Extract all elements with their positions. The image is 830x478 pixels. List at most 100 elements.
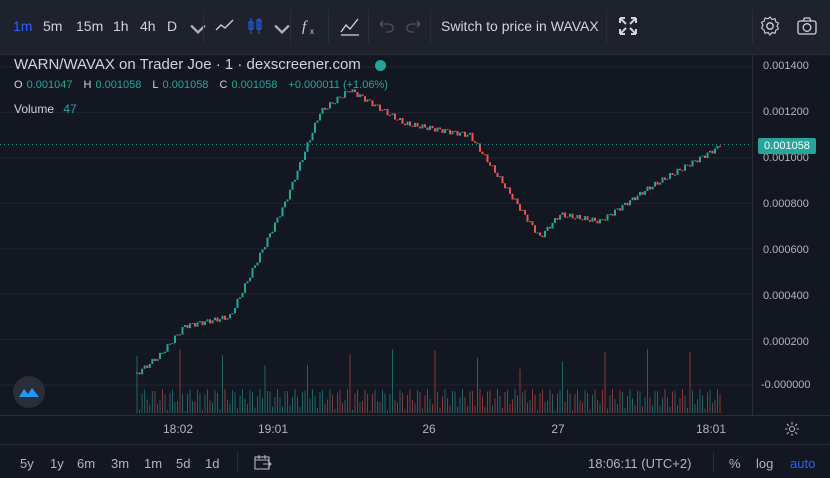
- candle: [656, 181, 659, 185]
- volume-bar: [494, 398, 496, 413]
- volume-bar: [424, 395, 426, 413]
- volume-bar: [709, 390, 711, 413]
- candle: [381, 109, 384, 111]
- undo-icon[interactable]: [374, 14, 398, 38]
- volume-bar: [144, 389, 146, 413]
- range-1d[interactable]: 1d: [205, 456, 220, 471]
- chevron-down-icon[interactable]: [270, 17, 294, 41]
- candle: [274, 222, 276, 232]
- settings-icon[interactable]: [758, 14, 782, 38]
- candle: [244, 283, 246, 293]
- candle: [536, 232, 539, 234]
- candle: [391, 113, 394, 115]
- candle: [344, 91, 346, 98]
- volume-bar: [257, 396, 258, 413]
- interval-1h[interactable]: 1h: [113, 18, 129, 34]
- auto-toggle[interactable]: auto: [790, 456, 816, 471]
- range-5d[interactable]: 5d: [176, 456, 191, 471]
- candle: [411, 125, 414, 127]
- volume-bar: [517, 395, 518, 413]
- volume-bar: [412, 399, 413, 413]
- y-tick-label: 0.001400: [763, 60, 809, 72]
- volume-bar: [619, 390, 621, 413]
- volume-bar: [317, 408, 318, 413]
- volume-bar: [544, 402, 546, 413]
- candle: [266, 237, 269, 248]
- interval-15m[interactable]: 15m: [76, 18, 104, 34]
- volume-bar: [269, 391, 271, 413]
- volume-label: Volume: [14, 102, 55, 116]
- candle: [481, 151, 484, 155]
- range-1y[interactable]: 1y: [50, 456, 64, 471]
- candle: [609, 213, 611, 215]
- volume-bar: [449, 405, 451, 413]
- redo-icon[interactable]: [402, 14, 426, 38]
- candle: [549, 226, 551, 229]
- volume-bar: [244, 398, 246, 413]
- volume-bar: [552, 394, 553, 413]
- candles-icon[interactable]: [243, 14, 267, 38]
- volume-bar: [679, 398, 681, 413]
- interval-1m[interactable]: 1m: [13, 18, 33, 34]
- change-value: +0.000011 (+1.06%): [288, 79, 388, 91]
- time-axis[interactable]: 18:02 19:01 26 27 18:01: [0, 415, 830, 440]
- interval-d[interactable]: D: [167, 18, 178, 34]
- candle: [604, 219, 606, 221]
- volume-bar: [394, 400, 396, 413]
- volume-bar: [589, 409, 591, 413]
- price-chart[interactable]: [0, 55, 752, 415]
- volume-bar: [189, 389, 191, 413]
- volume-bar: [667, 396, 668, 413]
- percent-toggle[interactable]: %: [729, 456, 741, 471]
- candle: [294, 179, 296, 182]
- volume-bar: [229, 403, 231, 413]
- candle: [456, 130, 459, 136]
- candle: [499, 176, 501, 178]
- candle: [301, 160, 304, 162]
- volume-bar: [469, 391, 471, 413]
- volume-bar: [339, 390, 341, 413]
- date-range-icon[interactable]: [254, 454, 272, 470]
- candle: [276, 217, 279, 223]
- chevron-down-icon[interactable]: [186, 17, 210, 41]
- candle: [356, 91, 359, 98]
- volume-value: 47: [63, 102, 77, 116]
- candle: [509, 187, 511, 194]
- volume-bar: [332, 395, 333, 413]
- indicators-icon[interactable]: [338, 14, 362, 38]
- candle: [641, 191, 644, 195]
- range-6m[interactable]: 6m: [77, 456, 96, 471]
- candle: [534, 225, 536, 233]
- candle: [541, 235, 544, 238]
- axis-settings-icon[interactable]: [784, 421, 800, 437]
- volume-bar: [547, 400, 548, 413]
- range-1m[interactable]: 1m: [144, 456, 163, 471]
- tradingview-logo-button[interactable]: [13, 376, 45, 408]
- volume-bar: [652, 406, 653, 413]
- volume-bar: [559, 389, 561, 413]
- candle: [186, 325, 189, 329]
- candle: [261, 249, 264, 253]
- candle: [529, 221, 531, 223]
- switch-price-button[interactable]: Switch to price in WAVAX: [441, 18, 599, 34]
- range-5y[interactable]: 5y: [20, 456, 34, 471]
- volume-bar: [629, 389, 631, 413]
- volume-bar: [642, 406, 643, 413]
- volume-bar: [649, 397, 651, 413]
- interval-5m[interactable]: 5m: [43, 18, 63, 34]
- candle: [396, 119, 399, 121]
- price-axis[interactable]: 0.001400 0.001200 0.001000 0.000800 0.00…: [752, 55, 830, 415]
- line-chart-icon[interactable]: [213, 14, 237, 38]
- fullscreen-icon[interactable]: [616, 14, 640, 38]
- clock-label: 18:06:11 (UTC+2): [588, 456, 692, 471]
- camera-icon[interactable]: [795, 14, 819, 38]
- volume-bar: [432, 404, 433, 413]
- candle: [659, 182, 661, 185]
- volume-bar: [687, 407, 688, 413]
- log-toggle[interactable]: log: [756, 456, 774, 471]
- interval-4h[interactable]: 4h: [140, 18, 156, 34]
- volume-bar: [136, 355, 138, 413]
- candle: [539, 232, 541, 236]
- range-3m[interactable]: 3m: [111, 456, 130, 471]
